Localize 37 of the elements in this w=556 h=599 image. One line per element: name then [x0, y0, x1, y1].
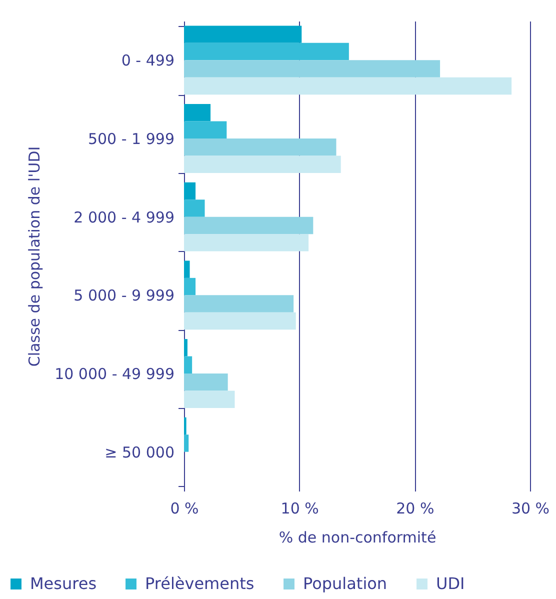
y-tick-label: 500 - 1 999	[88, 130, 174, 148]
bar	[184, 200, 205, 217]
bar	[184, 260, 190, 278]
x-tick-label: 20 %	[396, 500, 434, 518]
x-tick-label: 10 %	[280, 500, 319, 518]
y-tick-label: 0 - 499	[121, 52, 174, 70]
y-tick-label: ≥ 50 000	[104, 443, 174, 462]
y-axis-title: Classe de population de l'UDI	[26, 146, 44, 367]
y-tick-label: 5 000 - 9 999	[74, 286, 174, 305]
y-tick-label: 2 000 - 4 999	[74, 208, 174, 226]
y-tick-label: 10 000 - 49 999	[54, 365, 174, 383]
bar	[184, 434, 189, 452]
bar	[184, 295, 294, 312]
bar	[184, 356, 192, 374]
bar	[184, 121, 227, 138]
bar	[184, 339, 188, 356]
bar	[184, 104, 211, 122]
bar	[184, 60, 440, 78]
bar	[184, 234, 309, 252]
legend-label: Population	[303, 574, 388, 593]
bar	[184, 77, 512, 95]
x-axis-title: % de non-conformité	[278, 528, 436, 546]
bar	[184, 278, 196, 296]
x-tick-label: 0 %	[170, 500, 199, 518]
legend-label: UDI	[436, 574, 465, 593]
bar	[184, 156, 341, 173]
bar	[184, 26, 302, 43]
legend-label: Prélèvements	[145, 574, 254, 593]
bar	[184, 42, 349, 60]
bar	[184, 182, 196, 200]
bar	[184, 216, 314, 234]
bar	[184, 374, 228, 391]
x-tick-label: 30 %	[511, 500, 550, 518]
bar	[184, 312, 296, 330]
legend-label: Mesures	[30, 574, 97, 593]
bar	[184, 390, 235, 408]
bar	[184, 138, 336, 156]
